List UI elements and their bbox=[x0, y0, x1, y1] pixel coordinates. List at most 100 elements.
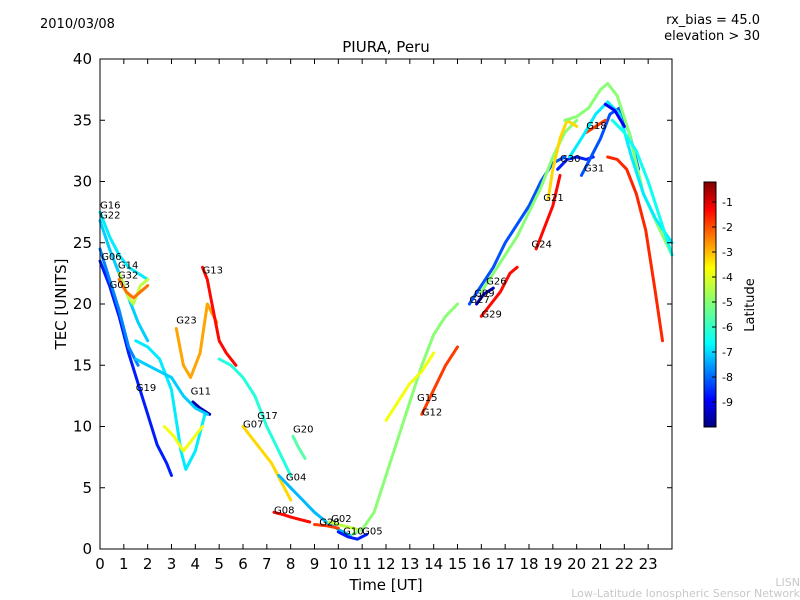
sat-label-g27: G27 bbox=[469, 295, 489, 306]
y-tick-label: 20 bbox=[73, 295, 92, 313]
sat-label-g19: G19 bbox=[136, 383, 156, 394]
y-tick-label: 5 bbox=[82, 479, 92, 497]
sat-label-g12: G12 bbox=[422, 407, 442, 418]
y-axis: 0 5 10 15 20 25 30 35 40 bbox=[73, 50, 672, 558]
series-g28 bbox=[313, 523, 340, 530]
sat-label-g04: G04 bbox=[286, 472, 306, 483]
y-tick-label: 35 bbox=[73, 111, 92, 129]
x-tick-label: 23 bbox=[639, 555, 658, 573]
x-tick-label: 20 bbox=[567, 555, 586, 573]
series-g16 bbox=[98, 210, 150, 281]
x-tick-label: 14 bbox=[424, 555, 443, 573]
colorbar-tick-label: -3 bbox=[722, 246, 733, 259]
series-g03 bbox=[98, 247, 140, 367]
series-g15 bbox=[384, 351, 436, 422]
x-tick-label: 16 bbox=[472, 555, 491, 573]
sat-label-g28: G28 bbox=[319, 518, 339, 529]
colorbar-tick-label: -4 bbox=[722, 271, 733, 284]
footer-network: Low-Latitude Ionospheric Sensor Network bbox=[571, 587, 800, 600]
series-g20 bbox=[291, 434, 307, 460]
x-axis: 0 1 2 3 4 5 6 7 8 9 10 11 12 13 14 15 16 17 18 19 20 21 22 23 bbox=[95, 59, 658, 573]
series-g21 bbox=[546, 118, 579, 202]
sat-label-g29: G29 bbox=[481, 309, 501, 320]
colorbar-tick-label: -9 bbox=[722, 396, 733, 409]
sat-label-g26: G26 bbox=[486, 276, 506, 287]
series-g36 bbox=[134, 357, 209, 416]
x-axis-label: Time [UT] bbox=[348, 576, 422, 594]
x-tick-label: 8 bbox=[286, 555, 296, 573]
x-tick-label: 11 bbox=[353, 555, 372, 573]
series-g18 bbox=[584, 118, 607, 134]
sat-label-g31: G31 bbox=[584, 164, 604, 175]
series-g27 bbox=[475, 286, 495, 306]
series-g35 bbox=[603, 102, 626, 128]
x-tick-label: 19 bbox=[543, 555, 562, 573]
colorbar-tick-label: -7 bbox=[722, 346, 733, 359]
y-tick-label: 25 bbox=[73, 234, 92, 252]
sat-label-g18: G18 bbox=[586, 121, 606, 132]
colorbar bbox=[703, 181, 717, 428]
colorbar-tick-label: -1 bbox=[722, 196, 733, 209]
series-g05 bbox=[351, 302, 459, 536]
colorbar-tick-label: -2 bbox=[722, 221, 733, 234]
sat-label-g17: G17 bbox=[257, 411, 277, 422]
elevation-label: elevation > 30 bbox=[664, 29, 760, 44]
x-tick-label: 3 bbox=[167, 555, 177, 573]
chart-title: PIURA, Peru bbox=[342, 38, 429, 56]
series-g29 bbox=[479, 265, 519, 318]
series-g01 bbox=[568, 100, 674, 245]
sat-label-g15: G15 bbox=[417, 393, 437, 404]
sat-label-g23: G23 bbox=[176, 316, 196, 327]
x-tick-label: 12 bbox=[376, 555, 395, 573]
x-tick-label: 5 bbox=[214, 555, 224, 573]
date-label: 2010/03/08 bbox=[40, 17, 115, 32]
series-g23 bbox=[174, 302, 219, 379]
x-tick-label: 0 bbox=[95, 555, 105, 573]
series-g12 bbox=[420, 345, 459, 416]
x-tick-label: 6 bbox=[238, 555, 248, 573]
series-g13 bbox=[201, 265, 238, 367]
sat-label-g06: G06 bbox=[101, 252, 121, 263]
sat-label-g09: G09 bbox=[474, 289, 494, 300]
colorbar-tick-label: -8 bbox=[722, 371, 733, 384]
sat-label-g02: G02 bbox=[331, 514, 351, 525]
x-tick-label: 10 bbox=[329, 555, 348, 573]
sat-label-g32: G32 bbox=[118, 270, 138, 281]
series-g24 bbox=[534, 173, 562, 251]
sat-label-g14: G14 bbox=[118, 260, 138, 271]
x-tick-label: 13 bbox=[400, 555, 419, 573]
sat-label-g03: G03 bbox=[110, 280, 130, 291]
series-g34 bbox=[610, 118, 674, 257]
series-g08 bbox=[272, 510, 312, 524]
x-tick-label: 4 bbox=[191, 555, 201, 573]
y-axis-label: TEC [UNITS] bbox=[52, 259, 70, 351]
x-tick-label: 22 bbox=[615, 555, 634, 573]
sat-label-g11: G11 bbox=[191, 387, 211, 398]
colorbar-ticks: -1 -2 -3 -4 -5 -6 -7 -8 -9 bbox=[712, 196, 733, 409]
x-tick-label: 7 bbox=[262, 555, 272, 573]
series-g32 bbox=[117, 278, 150, 300]
colorbar-tick-label: -6 bbox=[722, 321, 733, 334]
sat-label-g24: G24 bbox=[531, 240, 551, 251]
colorbar-tick-label: -5 bbox=[722, 296, 733, 309]
series-g33 bbox=[606, 155, 664, 343]
colorbar-label: Latitude bbox=[743, 278, 758, 332]
series-g10 bbox=[336, 530, 369, 541]
x-tick-label: 1 bbox=[119, 555, 129, 573]
sat-label-g16: G16 bbox=[100, 200, 120, 211]
series-g17 bbox=[217, 357, 293, 477]
y-tick-label: 0 bbox=[82, 540, 92, 558]
x-tick-label: 15 bbox=[448, 555, 467, 573]
series-g19 bbox=[134, 339, 207, 471]
x-tick-label: 21 bbox=[591, 555, 610, 573]
series-g07 bbox=[241, 425, 293, 502]
sat-label-g07: G07 bbox=[243, 420, 263, 431]
sat-label-g08: G08 bbox=[274, 505, 294, 516]
series-g06 bbox=[98, 259, 173, 477]
sat-label-g05: G05 bbox=[362, 526, 382, 537]
series-g37 bbox=[162, 425, 204, 453]
x-tick-label: 17 bbox=[496, 555, 515, 573]
series-g02 bbox=[327, 520, 359, 531]
x-tick-label: 18 bbox=[519, 555, 538, 573]
